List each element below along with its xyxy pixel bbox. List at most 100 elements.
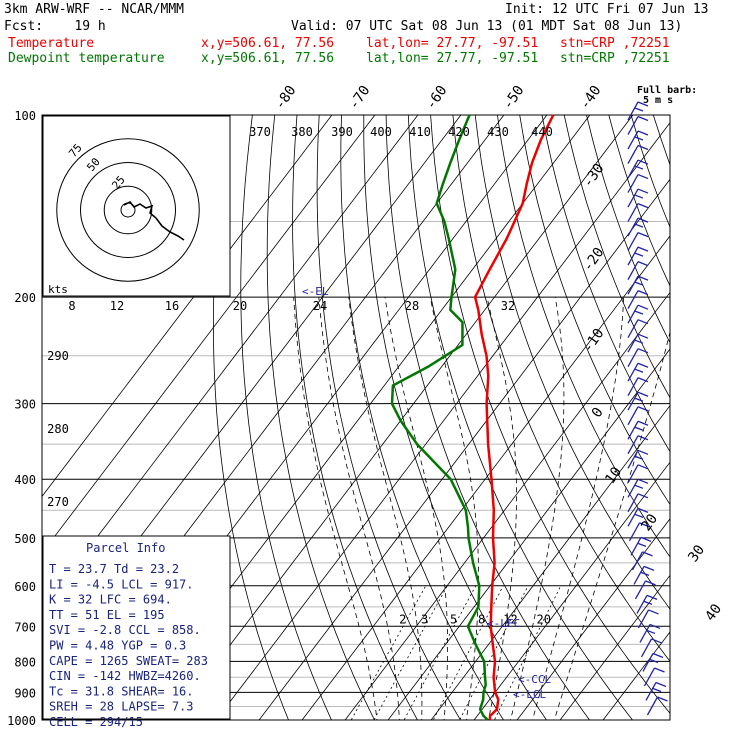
full-barb-unit: 5 m s: [643, 95, 674, 106]
moist-adiabat: [486, 297, 517, 720]
temp-tick-top: -80: [272, 83, 300, 113]
wind-barb-flag: [637, 464, 649, 470]
pressure-tick: 900: [14, 686, 36, 700]
wind-barb-staff: [631, 551, 644, 571]
theta-label: 430: [487, 125, 509, 139]
moist-adiabat: [384, 297, 448, 720]
wind-barb-staff: [627, 449, 639, 469]
temp-tick-right: -10: [580, 326, 608, 356]
wind-barb-flag: [637, 261, 649, 267]
wind-barb: [627, 144, 649, 164]
wind-barb: [646, 696, 668, 716]
wind-barb: [627, 406, 649, 426]
wind-barb: [627, 435, 649, 455]
wind-barb-staff: [645, 682, 657, 701]
wind-barb-staff: [627, 464, 639, 484]
temp-tick-top: -50: [500, 83, 528, 113]
wind-barb-flag: [637, 246, 649, 252]
wind-barb: [627, 304, 649, 324]
wind-barb: [627, 275, 649, 295]
label-layer: 2 3 5 8 12 201002003004005006007008009001000k…: [7, 83, 725, 729]
wind-barb-flag: [634, 368, 644, 373]
moist-adiabat: [510, 297, 565, 720]
wind-barb-staff: [627, 203, 639, 222]
isotherm-line: [42, 115, 333, 498]
dry-adiabat: [363, 115, 547, 720]
wind-barb-flag: [637, 507, 649, 513]
wind-barb-flag: [634, 252, 644, 257]
temp-latlon: lat,lon= 27.77, -97.51: [366, 36, 539, 51]
wind-barb: [627, 173, 649, 193]
theta-label: 370: [249, 125, 271, 139]
wind-barb: [627, 449, 649, 469]
mixing-ratio-label: 5: [450, 612, 457, 626]
wind-barb: [628, 522, 650, 542]
dry-adiabat: [385, 115, 591, 720]
dry-adiabat: [452, 115, 670, 662]
wind-barb-flag: [637, 202, 649, 209]
full-barb-label: Full barb:: [637, 85, 698, 96]
dry-adiabat: [266, 115, 375, 720]
wind-barb-staff: [627, 159, 639, 179]
wind-barb-staff: [627, 362, 639, 382]
inset-tick: 8: [68, 299, 75, 313]
wind-barb-flag: [637, 319, 649, 325]
theta-left-label: 270: [47, 495, 69, 509]
wind-barb-staff: [627, 391, 639, 411]
wind-barb-flag: [637, 542, 647, 547]
wind-barb-staff: [634, 580, 647, 600]
init-time: Init: 12 UTC Fri 07 Jun 13: [505, 2, 709, 17]
dry-adiabat: [292, 115, 418, 720]
wind-barb-flag: [643, 600, 653, 606]
wind-barb-staff: [636, 595, 648, 614]
temperature-curve: [473, 114, 555, 720]
wind-barb-staff: [639, 624, 651, 643]
mixing-ratio-label: 20: [537, 612, 551, 626]
isotherm-line: [42, 115, 419, 611]
wind-barb-flag: [637, 304, 649, 310]
wind-barb-flag: [637, 391, 649, 397]
moist-adiabat: [293, 297, 378, 720]
wind-barb-flag: [637, 493, 649, 499]
wind-barb-flag: [634, 310, 644, 315]
wind-barb-flag: [634, 339, 644, 344]
temp-tick-top: -40: [577, 83, 605, 113]
mixing-ratio-line: [373, 585, 448, 720]
mixing-ratio-line: [493, 585, 562, 720]
wind-barb-flag: [640, 536, 652, 542]
dewpoint-curve: [390, 114, 489, 721]
wind-barb-flag: [637, 173, 649, 180]
wind-barb: [639, 623, 661, 643]
parcel-info-title: Parcel Info: [86, 541, 165, 555]
wind-barb-flag: [637, 275, 649, 281]
isotherm-line: [258, 178, 670, 720]
wind-barb-staff: [633, 566, 645, 585]
wind-barb: [627, 246, 649, 266]
wind-barb-flag: [639, 522, 650, 528]
wind-barb: [627, 101, 649, 121]
wind-barb-flag: [637, 435, 649, 441]
parcel-info-row: CELL = 294/15: [49, 715, 143, 729]
temp-tick-right: 40: [702, 601, 725, 624]
wind-barb-staff: [627, 246, 639, 266]
inset-tick: 12: [110, 299, 124, 313]
wind-barb-flag: [637, 478, 649, 484]
temp-tick-right: 20: [638, 511, 661, 534]
dew-latlon: lat,lon= 27.77, -97.51: [366, 51, 539, 66]
wind-barb-staff: [627, 479, 639, 498]
parcel-info-row: LI = -4.5 LCL = 917.: [49, 577, 194, 591]
dew-stn: stn=CRP ,72251: [560, 51, 670, 66]
wind-barb: [627, 420, 649, 440]
wind-barb-staff: [627, 377, 639, 397]
isotherm-line: [430, 404, 670, 720]
wind-barb: [627, 362, 649, 382]
pressure-tick: 300: [14, 398, 36, 412]
parcel-info-row: TT = 51 EL = 195: [49, 608, 165, 622]
theta-left-label: 280: [47, 422, 69, 436]
wind-barb-flag: [637, 159, 649, 165]
wind-barb-staff: [627, 290, 639, 309]
isotherm-line: [172, 115, 634, 720]
wind-barb-staff: [627, 275, 639, 295]
wind-barb: [627, 159, 649, 179]
model-title: 3km ARW-WRF -- NCAR/MMM: [4, 2, 185, 17]
